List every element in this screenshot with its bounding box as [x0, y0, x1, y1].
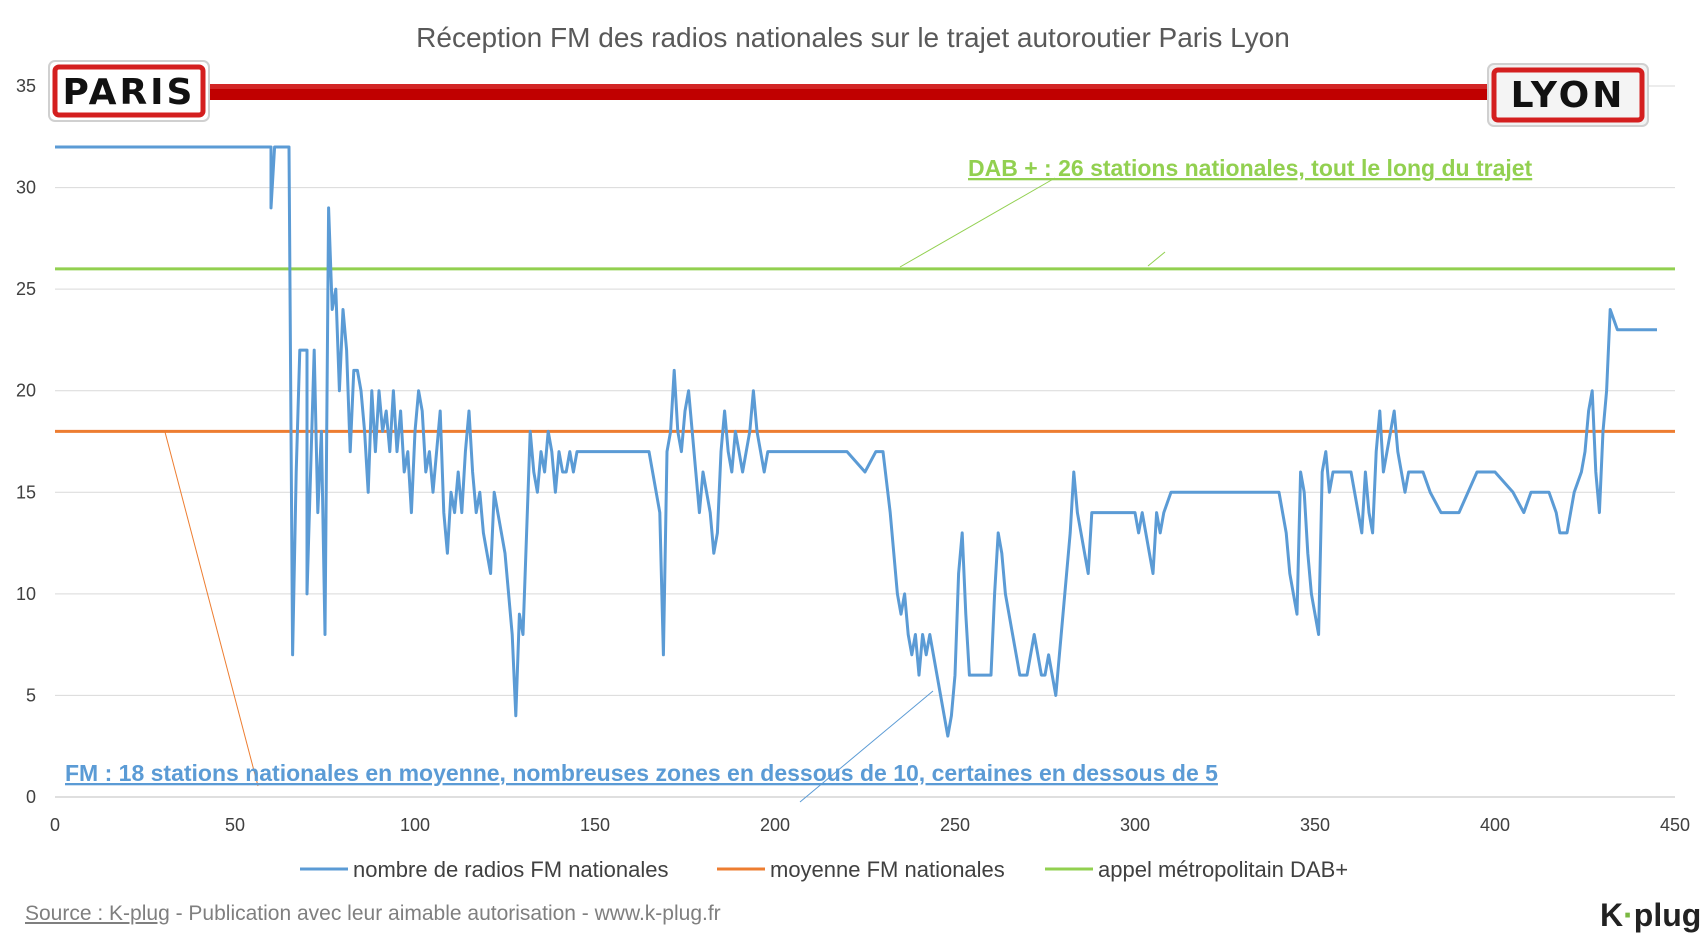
road-band-highlight [205, 84, 1500, 89]
y-axis-ticks: 0 5 10 15 20 25 30 35 [16, 76, 36, 807]
chart-title: Réception FM des radios nationales sur l… [416, 22, 1290, 53]
x-tick-label: 300 [1120, 815, 1150, 835]
fm-series-line [55, 145, 1657, 738]
x-tick-label: 100 [400, 815, 430, 835]
x-tick-label: 400 [1480, 815, 1510, 835]
source-link[interactable]: Source : K-plug [25, 902, 170, 925]
y-tick-label: 5 [26, 685, 36, 705]
fm-low-leader-line [799, 690, 934, 803]
x-tick-label: 450 [1660, 815, 1690, 835]
fm-avg-leader-line [164, 431, 259, 787]
legend: nombre de radios FM nationales moyenne F… [300, 857, 1348, 882]
y-tick-label: 20 [16, 381, 36, 401]
x-axis-ticks: 0 50 100 150 200 250 300 350 400 450 [50, 815, 1690, 835]
legend-label-dab: appel métropolitain DAB+ [1098, 857, 1348, 882]
y-tick-label: 15 [16, 482, 36, 502]
source-footer: Source : K-plug - Publication avec leur … [25, 902, 721, 926]
x-tick-label: 350 [1300, 815, 1330, 835]
legend-label-fm-average: moyenne FM nationales [770, 857, 1005, 882]
paris-sign-label: PARIS [63, 72, 196, 113]
fm-annotation: FM : 18 stations nationales en moyenne, … [65, 760, 1218, 786]
y-tick-label: 35 [16, 76, 36, 96]
kplug-logo-k: K [1600, 897, 1624, 933]
dab-leader-tick [1147, 251, 1166, 267]
y-tick-label: 10 [16, 584, 36, 604]
x-tick-label: 200 [760, 815, 790, 835]
y-tick-label: 25 [16, 279, 36, 299]
y-tick-label: 0 [26, 787, 36, 807]
kplug-logo-rest: plug [1633, 897, 1702, 933]
x-tick-label: 150 [580, 815, 610, 835]
dab-annotation: DAB + : 26 stations nationales, tout le … [968, 155, 1533, 181]
paris-sign: PARIS [48, 60, 210, 122]
kplug-logo-dot: · [1623, 897, 1634, 933]
kplug-logo: K·plug [1600, 897, 1701, 934]
fm-annotation-label: FM : 18 stations nationales en moyenne [65, 760, 500, 786]
dab-leader-line [899, 177, 1056, 268]
x-tick-label: 0 [50, 815, 60, 835]
lyon-sign-label: LYON [1511, 75, 1626, 116]
y-tick-label: 30 [16, 178, 36, 198]
x-tick-label: 250 [940, 815, 970, 835]
legend-label-fm: nombre de radios FM nationales [353, 857, 669, 882]
source-credit: - Publication avec leur aimable autorisa… [169, 902, 721, 925]
lyon-sign: LYON [1487, 63, 1649, 127]
x-tick-label: 50 [225, 815, 245, 835]
fm-annotation-detail: , nombreuses zones en dessous de 10, cer… [500, 760, 1219, 786]
